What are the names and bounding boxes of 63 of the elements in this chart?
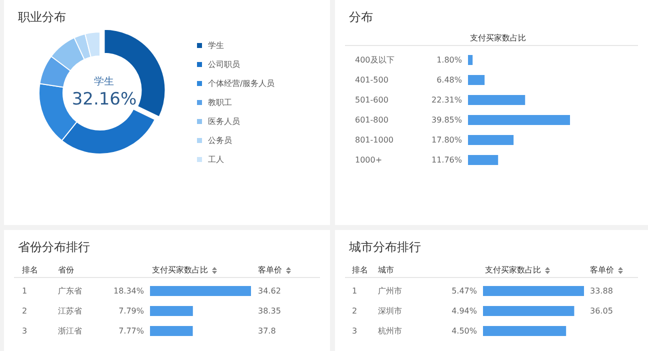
text: 排名 xyxy=(22,264,38,276)
text: 分布 xyxy=(349,9,373,26)
data-label: 4.94% xyxy=(452,306,478,316)
bar xyxy=(468,95,526,105)
y-tick-label: 501-600 xyxy=(355,96,388,104)
legend-label: 工人 xyxy=(208,155,224,164)
data-label: 11.76% xyxy=(431,156,462,164)
text: 33.88 xyxy=(590,286,613,296)
slice-label: 学生 xyxy=(94,75,114,88)
text: 2 xyxy=(352,306,358,316)
data-label: 7.79% xyxy=(118,306,144,316)
y-tick-label: 广州市 xyxy=(378,286,402,296)
bar xyxy=(468,115,570,125)
y-axis-title: 城市 xyxy=(378,264,394,276)
text: 客单价 xyxy=(590,264,614,276)
bar xyxy=(468,75,485,85)
chart-title: 职业分布 xyxy=(18,9,66,26)
legend-label: 教职工 xyxy=(208,98,232,107)
text: 3 xyxy=(352,326,358,336)
data-label: 7.77% xyxy=(118,326,144,336)
y-axis-title: 省份 xyxy=(58,264,74,276)
data-label: 22.31% xyxy=(431,96,462,104)
text: 37.8 xyxy=(258,326,276,336)
y-tick-label: 江苏省 xyxy=(58,306,82,316)
data-label: 17.80% xyxy=(431,136,462,144)
text: 1 xyxy=(22,286,28,296)
legend-label: 公司职员 xyxy=(208,60,240,69)
data-label: 5.47% xyxy=(452,286,478,296)
text: 1 xyxy=(352,286,358,296)
data-label: 18.34% xyxy=(113,286,144,296)
y-tick-label: 1000+ xyxy=(355,156,382,164)
bar xyxy=(468,135,514,145)
series-label: 支付买家数占比 xyxy=(470,32,526,44)
series-label: 支付买家数占比 xyxy=(485,264,541,276)
series-label: 支付买家数占比 xyxy=(152,264,208,276)
text: 36.05 xyxy=(590,306,613,316)
text: 城市分布排行 xyxy=(349,239,421,256)
y-tick-label: 801-1000 xyxy=(355,136,394,144)
legend-label: 个体经营/服务人员 xyxy=(208,79,275,88)
y-tick-label: 广东省 xyxy=(58,286,82,296)
text: 38.35 xyxy=(258,306,281,316)
data-label: 6.48% xyxy=(436,76,462,84)
bar xyxy=(468,55,473,65)
text: 客单价 xyxy=(258,264,282,276)
text: 省份分布排行 xyxy=(18,239,90,256)
text: 排名 xyxy=(352,264,368,276)
data-label: 4.50% xyxy=(452,326,478,336)
text: 3 xyxy=(22,326,28,336)
y-tick-label: 杭州市 xyxy=(377,326,402,336)
data-label: 39.85% xyxy=(431,116,462,124)
y-tick-label: 浙江省 xyxy=(58,326,82,336)
y-tick-label: 601-800 xyxy=(355,116,388,124)
legend-label: 公务员 xyxy=(208,136,232,145)
legend-label: 医务人员 xyxy=(208,117,240,126)
bar xyxy=(468,155,498,165)
y-tick-label: 400及以下 xyxy=(355,56,394,64)
legend-label: 学生 xyxy=(208,41,224,50)
data-label: 1.80% xyxy=(436,56,462,64)
y-tick-label: 深圳市 xyxy=(378,306,402,316)
text: 2 xyxy=(22,306,28,316)
y-tick-label: 401-500 xyxy=(355,76,388,84)
data-label: 32.16% xyxy=(72,89,137,110)
text: 34.62 xyxy=(258,286,281,296)
